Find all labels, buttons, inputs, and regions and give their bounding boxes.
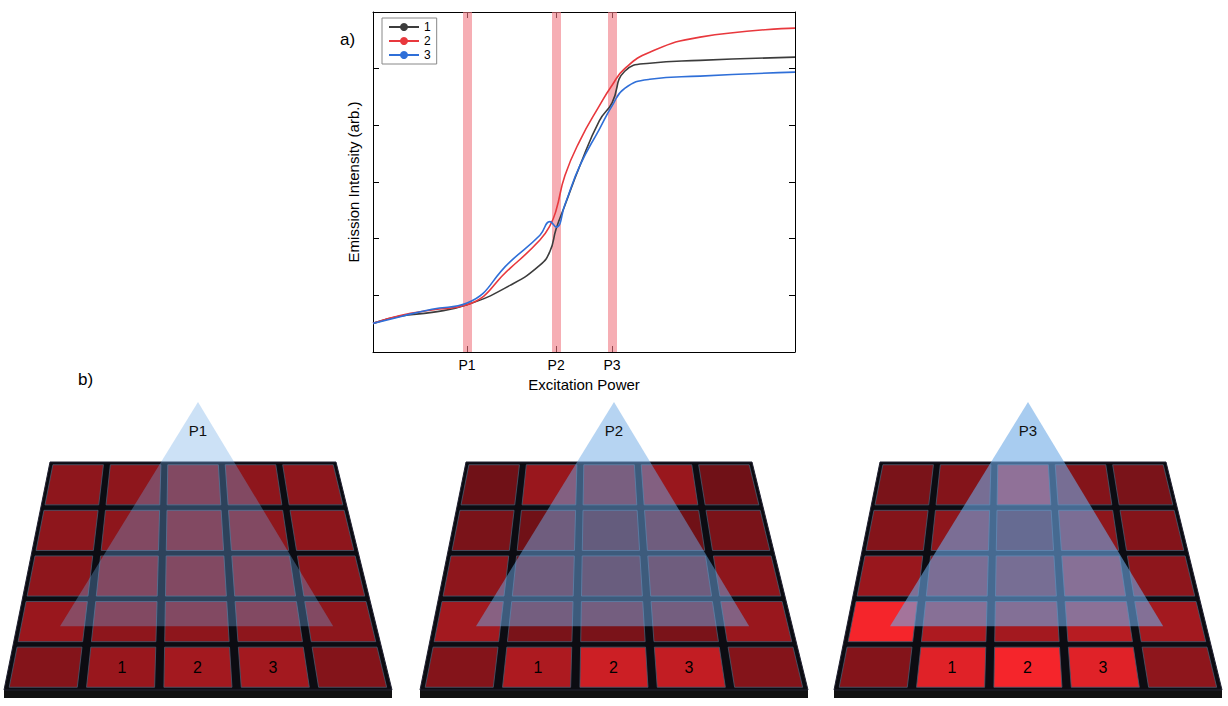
svg-text:3: 3: [685, 659, 694, 676]
svg-text:1: 1: [533, 659, 542, 676]
svg-text:3: 3: [1099, 659, 1108, 676]
svg-text:2: 2: [1023, 659, 1032, 676]
html-text:b): b): [78, 370, 94, 389]
svg-text:2: 2: [193, 659, 202, 676]
svg-text:3: 3: [269, 659, 278, 676]
html-text:a): a): [340, 30, 356, 49]
svg-text:P1: P1: [189, 422, 207, 439]
svg-text:1: 1: [424, 20, 431, 34]
svg-text:Emission Intensity (arb.): Emission Intensity (arb.): [345, 102, 362, 263]
svg-text:P2: P2: [605, 422, 623, 439]
svg-text:P3: P3: [1019, 422, 1037, 439]
svg-text:1: 1: [947, 659, 956, 676]
svg-text:2: 2: [424, 34, 431, 48]
svg-text:P1: P1: [458, 357, 475, 373]
svg-text:3: 3: [424, 48, 431, 62]
svg-text:2: 2: [609, 659, 618, 676]
svg-text:1: 1: [117, 659, 126, 676]
svg-text:P2: P2: [548, 357, 565, 373]
svg-text:Excitation Power: Excitation Power: [528, 376, 640, 393]
svg-text:P3: P3: [604, 357, 621, 373]
